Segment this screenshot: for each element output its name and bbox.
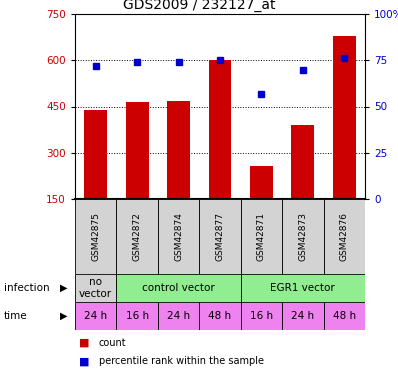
Bar bbox=[241, 199, 282, 274]
Bar bbox=[250, 166, 273, 199]
Text: GSM42871: GSM42871 bbox=[257, 212, 266, 261]
Bar bbox=[241, 302, 282, 330]
Bar bbox=[117, 302, 158, 330]
Text: 24 h: 24 h bbox=[291, 311, 314, 321]
Text: infection: infection bbox=[4, 283, 50, 293]
Bar bbox=[199, 302, 241, 330]
Text: 48 h: 48 h bbox=[333, 311, 356, 321]
Text: 24 h: 24 h bbox=[84, 311, 107, 321]
Text: no
vector: no vector bbox=[79, 277, 112, 299]
Text: ▶: ▶ bbox=[60, 311, 68, 321]
Bar bbox=[199, 199, 241, 274]
Bar bbox=[282, 199, 324, 274]
Text: ■: ■ bbox=[79, 338, 90, 348]
Bar bbox=[209, 60, 231, 199]
Bar bbox=[117, 274, 241, 302]
Text: ▶: ▶ bbox=[60, 283, 68, 293]
Bar bbox=[75, 199, 117, 274]
Text: GSM42877: GSM42877 bbox=[215, 212, 224, 261]
Bar bbox=[324, 199, 365, 274]
Text: GSM42876: GSM42876 bbox=[340, 212, 349, 261]
Bar bbox=[158, 199, 199, 274]
Text: percentile rank within the sample: percentile rank within the sample bbox=[99, 357, 264, 366]
Text: 24 h: 24 h bbox=[167, 311, 190, 321]
Bar bbox=[282, 302, 324, 330]
Text: ■: ■ bbox=[79, 357, 90, 366]
Text: 16 h: 16 h bbox=[250, 311, 273, 321]
Text: GSM42873: GSM42873 bbox=[298, 212, 307, 261]
Text: 16 h: 16 h bbox=[126, 311, 149, 321]
Bar bbox=[291, 125, 314, 199]
Bar bbox=[324, 302, 365, 330]
Bar bbox=[84, 110, 107, 199]
Text: GSM42872: GSM42872 bbox=[133, 212, 142, 261]
Bar bbox=[167, 101, 190, 199]
Text: time: time bbox=[4, 311, 27, 321]
Bar bbox=[75, 302, 117, 330]
Text: count: count bbox=[99, 338, 127, 348]
Bar bbox=[126, 102, 148, 199]
Bar bbox=[333, 36, 356, 199]
Text: EGR1 vector: EGR1 vector bbox=[271, 283, 335, 293]
Bar bbox=[241, 274, 365, 302]
Bar bbox=[117, 199, 158, 274]
Text: GSM42875: GSM42875 bbox=[91, 212, 100, 261]
Text: 48 h: 48 h bbox=[209, 311, 232, 321]
Text: GDS2009 / 232127_at: GDS2009 / 232127_at bbox=[123, 0, 275, 12]
Bar bbox=[158, 302, 199, 330]
Text: control vector: control vector bbox=[142, 283, 215, 293]
Text: GSM42874: GSM42874 bbox=[174, 212, 183, 261]
Bar bbox=[75, 274, 117, 302]
